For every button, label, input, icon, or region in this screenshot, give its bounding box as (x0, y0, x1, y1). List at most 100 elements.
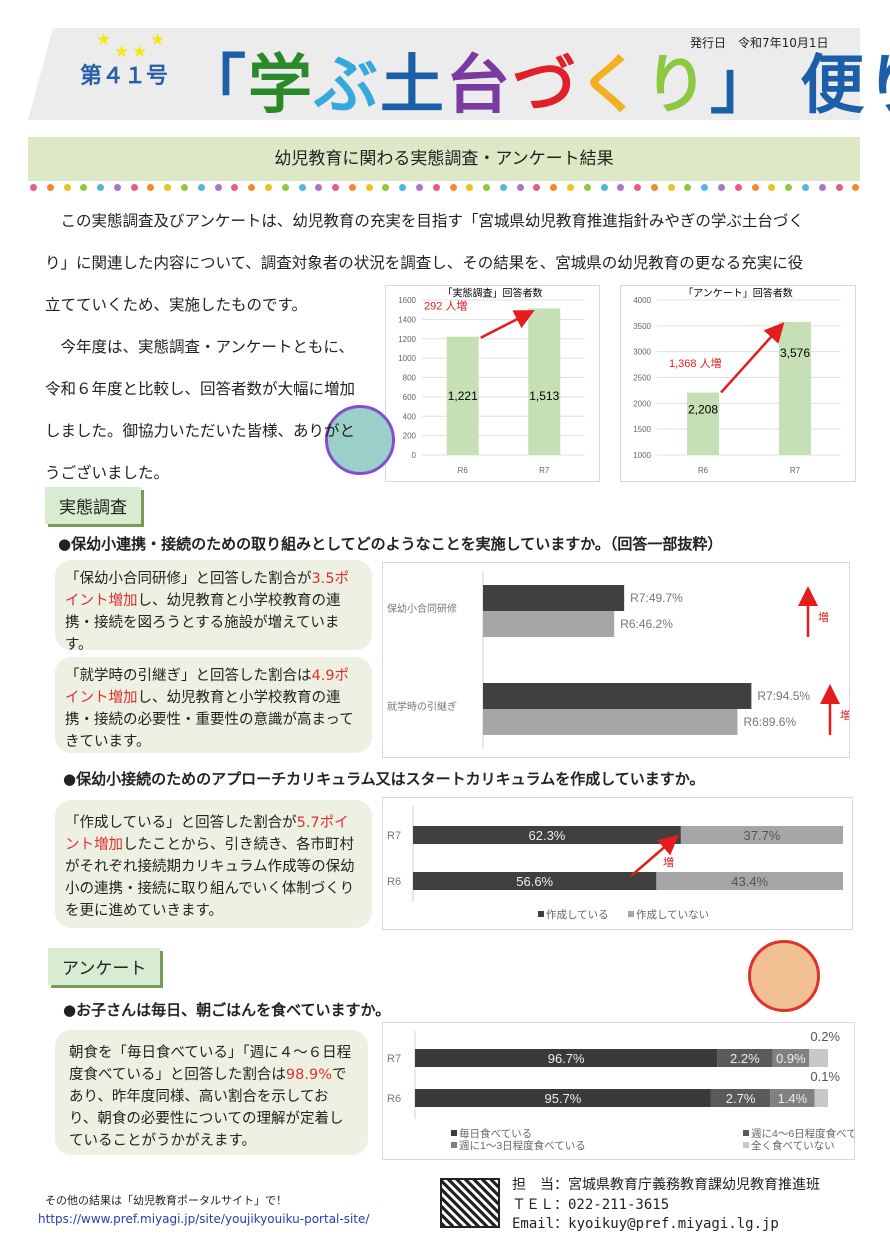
dot (97, 184, 105, 191)
category-label: R7 (387, 1053, 401, 1065)
chart-svg: 「実態調査」回答者数 0 200 400 600 800 1000 1200 1400 1600 1… (398, 286, 585, 475)
increase-arrow (480, 310, 535, 339)
bar (779, 321, 811, 455)
category-label: R6 (387, 1093, 401, 1105)
category-label: R7 (387, 830, 401, 842)
dot (399, 184, 407, 191)
y-tick-label: 3000 (633, 348, 651, 357)
dot (113, 184, 121, 191)
data-label: R6:89.6% (743, 715, 796, 729)
legend-label: 全く食べていない (751, 1139, 835, 1152)
dot (130, 184, 138, 191)
title-char: 「 (182, 49, 248, 123)
dot (600, 184, 608, 191)
data-label: 56.6% (516, 874, 553, 889)
bar-segment (413, 826, 681, 844)
bar (483, 611, 615, 637)
annotation: 増 (818, 611, 829, 624)
data-label: 0.9% (776, 1051, 806, 1066)
category-label: R6 (387, 876, 401, 888)
intro-line: 立てていくため、実施したものです。 (45, 296, 307, 314)
dot (567, 184, 574, 191)
dot (181, 184, 189, 191)
dot (80, 184, 88, 191)
legend-label: 作成していない (636, 909, 709, 921)
intro-line: 令和６年度と比較し、回答者数が大幅に増加 (45, 380, 356, 398)
dot (415, 184, 423, 191)
y-tick-label: 2000 (633, 399, 651, 408)
issue-number: 第４１号 (80, 64, 169, 89)
x-tick-label: R6 (698, 466, 709, 475)
dot (483, 184, 491, 191)
dot (214, 184, 222, 191)
x-tick-label: R6 (458, 466, 469, 475)
bar-segment (710, 1089, 771, 1107)
y-tick-label: 0 (412, 451, 417, 460)
data-label: 96.7% (548, 1051, 585, 1066)
dot (164, 184, 172, 191)
comment-box-1: 「保幼小合同研修」と回答した割合が3.5ポイント増加し、幼児教育と小学校教育の連… (55, 560, 372, 653)
dot (147, 184, 155, 191)
title-char: 便り (800, 49, 890, 123)
comment-box-2: 「就学時の引継ぎ」と回答した割合は4.9ポイント増加し、幼児教育と小学校教育の連… (55, 657, 372, 753)
section-tag-questionnaire: アンケート (48, 948, 161, 985)
dot (248, 184, 256, 191)
dot (30, 184, 37, 191)
portal-link[interactable]: https://www.pref.miyagi.jp/site/youjikyo… (38, 1212, 370, 1226)
x-tick-label: R7 (539, 466, 550, 475)
issue-date: 発行日 令和7年10月1日 (690, 36, 829, 50)
title-char: づ (512, 49, 578, 123)
star-icon: ★ (132, 42, 148, 62)
dot (634, 184, 642, 191)
bar-segment (770, 1089, 815, 1107)
kid-character (748, 940, 820, 1012)
dot (348, 184, 356, 191)
data-label: 2,208 (688, 402, 718, 416)
dot (332, 184, 340, 191)
y-tick-label: 200 (403, 432, 417, 441)
legend-label: 週に4～6日程度食べている (751, 1127, 854, 1140)
y-tick-label: 1200 (398, 335, 416, 344)
title-char: く (578, 49, 644, 123)
data-label: 62.3% (529, 828, 566, 843)
dot (264, 184, 272, 191)
dot (818, 184, 826, 191)
bar-segment (772, 1049, 810, 1067)
bar (483, 709, 738, 735)
annotation: 292 人増 (424, 300, 467, 313)
contact-tel: ＴＥＬ：022-211-3615 (512, 1197, 670, 1213)
comment-box-4: 朝食を「毎日食べている」「週に４～６日程度食べている」と回答した割合は98.9%… (55, 1030, 368, 1155)
dot (298, 184, 306, 191)
dot (533, 184, 541, 191)
legend-label: 毎日食べている (459, 1127, 532, 1140)
qr-code[interactable] (440, 1178, 500, 1228)
title-char: 台 (446, 49, 512, 123)
legend-swatch (451, 1130, 457, 1136)
star-icon: ★ (114, 42, 130, 62)
intro-line: り」に関連した内容について、調査対象者の状況を調査し、その結果を、宮城県の幼児教… (45, 254, 804, 272)
dot (516, 184, 524, 191)
section-title: 幼児教育に関わる実態調査・アンケート結果 (28, 137, 860, 181)
annotation: 増 (840, 709, 849, 722)
annotation: 増 (663, 856, 674, 869)
data-label: 43.4% (731, 874, 768, 889)
comment-box-3: 「作成している」と回答した割合が5.7ポイント増加したことから、引き続き、各市町… (55, 800, 372, 928)
dot (281, 184, 289, 191)
dot (852, 184, 860, 191)
bar (446, 336, 479, 455)
dot (751, 184, 759, 191)
y-tick-label: 1500 (633, 425, 651, 434)
dot (701, 184, 709, 191)
bar (528, 308, 561, 455)
bar (483, 585, 625, 611)
chart-collaboration-efforts: 保幼小合同研修 R7:49.7% R6:46.2% 増就学時の引継ぎ R7:94.5% R… (382, 562, 851, 758)
y-tick-label: 2500 (633, 374, 651, 383)
data-label: 95.7% (545, 1091, 582, 1106)
dot (46, 184, 54, 191)
dot (432, 184, 440, 191)
contact-section: 担 当：宮城県教育庁義務教育課幼児教育推進班 (512, 1177, 820, 1193)
annotation: 1,368 人増 (669, 357, 722, 370)
dot (499, 184, 507, 191)
data-label: 1.4% (778, 1091, 808, 1106)
